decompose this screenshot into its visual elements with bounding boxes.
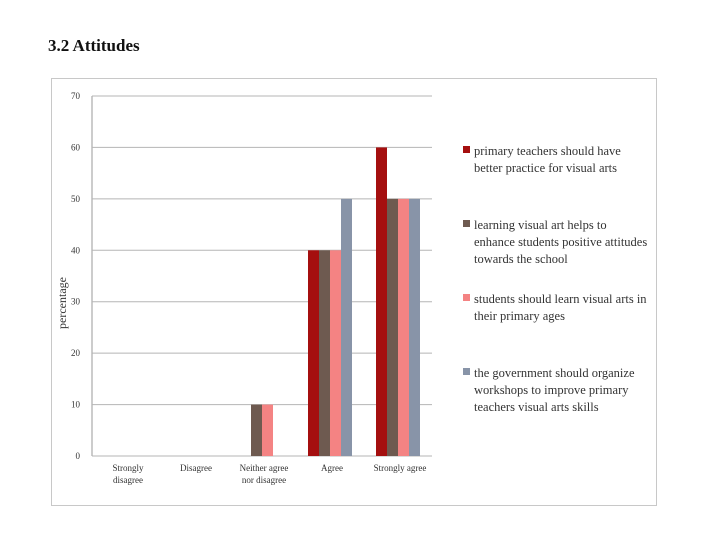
bar-series-3-category-4	[330, 250, 341, 456]
x-category-label: Disagree	[180, 463, 212, 473]
page-title: 3.2 Attitudes	[48, 36, 140, 55]
bar-series-3-category-3	[262, 404, 273, 456]
y-tick-label: 40	[71, 245, 81, 255]
bars	[251, 147, 420, 456]
x-category-label: Strongly disagree	[112, 463, 144, 485]
y-tick-label: 30	[71, 297, 81, 307]
bar-series-1-category-5	[376, 147, 387, 456]
legend-swatch	[463, 294, 470, 301]
category-labels: Strongly disagree Disagree Neither agree nor…	[112, 463, 426, 485]
chart-frame	[51, 78, 657, 506]
y-tick-label: 10	[71, 400, 81, 410]
bar-series-2-category-4	[319, 250, 330, 456]
legend-label: students should learn visual arts in the…	[474, 292, 647, 323]
x-category-label: Strongly agree	[374, 463, 427, 473]
y-tick-label: 50	[71, 194, 81, 204]
legend-swatch	[463, 368, 470, 375]
legend-label: the government should organize workshops…	[474, 366, 635, 414]
x-category-label: Neither agree nor disagree	[240, 463, 289, 485]
y-tick-label: 20	[71, 348, 81, 358]
bar-series-4-category-5	[409, 198, 420, 456]
legend-label: learning visual art helps to enhance stu…	[474, 218, 648, 266]
legend-swatch	[463, 146, 470, 153]
y-tick-label: 0	[76, 451, 81, 461]
legend-swatch	[463, 220, 470, 227]
y-axis-label: percentage	[55, 277, 69, 329]
x-category-label: Agree	[321, 463, 343, 473]
bar-series-4-category-4	[341, 198, 352, 456]
bar-series-2-category-3	[251, 404, 262, 456]
y-tick-label: 70	[71, 91, 81, 101]
bar-series-2-category-5	[387, 198, 398, 456]
bar-series-1-category-4	[308, 250, 319, 456]
y-tick-label: 60	[71, 142, 81, 152]
legend-label: primary teachers should have better prac…	[474, 144, 621, 175]
bar-series-3-category-5	[398, 198, 409, 456]
